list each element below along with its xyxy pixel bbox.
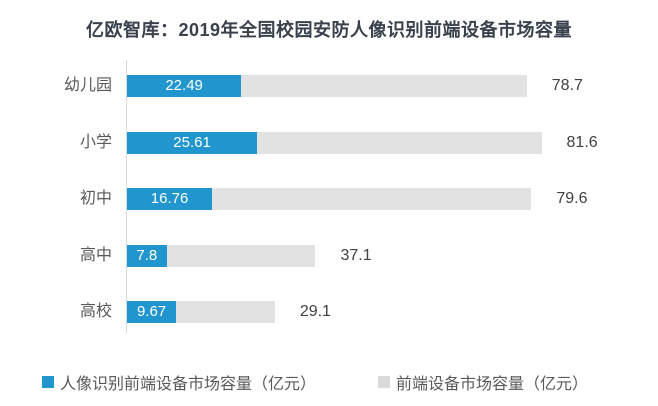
gray-bar bbox=[127, 188, 532, 210]
gray-bar-value-label: 81.6 bbox=[566, 133, 598, 151]
gray-bar-value-label: 29.1 bbox=[299, 303, 331, 320]
legend-item-frontend-devices: 前端设备市场容量（亿元） bbox=[378, 370, 588, 394]
gray-bar-value-label: 78.7 bbox=[551, 77, 583, 94]
blue-bar: 16.76 bbox=[127, 188, 213, 210]
legend-label-face-recognition: 人像识别前端设备市场容量（亿元） bbox=[60, 376, 317, 393]
chart-row-4: 高中 7.8 37.1 bbox=[0, 244, 658, 267]
category-label: 高校 bbox=[79, 303, 112, 320]
category-label: 幼儿园 bbox=[63, 77, 112, 94]
gray-bar bbox=[127, 244, 316, 267]
legend-swatch-gray-icon bbox=[378, 376, 391, 388]
blue-bar: 22.49 bbox=[127, 75, 242, 97]
chart-row-2: 小学 25.61 81.6 bbox=[0, 131, 658, 154]
chart-row-5: 高校 9.67 29.1 bbox=[0, 301, 658, 323]
chart-title: 亿欧智库：2019年全国校园安防人像识别前端设备市场容量 bbox=[85, 20, 573, 40]
y-axis-line bbox=[126, 60, 127, 333]
category-label: 小学 bbox=[79, 133, 112, 151]
blue-bar: 7.8 bbox=[127, 244, 167, 267]
legend-swatch-blue-icon bbox=[42, 376, 54, 388]
legend-label-frontend-devices: 前端设备市场容量（亿元） bbox=[396, 376, 589, 393]
chart-row-3: 初中 16.76 79.6 bbox=[0, 188, 658, 210]
blue-bar: 9.67 bbox=[127, 301, 177, 323]
blue-bar: 25.61 bbox=[127, 131, 258, 154]
legend-item-face-recognition: 人像识别前端设备市场容量（亿元） bbox=[42, 370, 316, 394]
category-label: 初中 bbox=[79, 190, 112, 207]
legend: 人像识别前端设备市场容量（亿元） 前端设备市场容量（亿元） bbox=[42, 370, 588, 394]
category-label: 高中 bbox=[79, 246, 112, 264]
gray-bar-value-label: 37.1 bbox=[340, 246, 372, 264]
gray-bar-value-label: 79.6 bbox=[556, 190, 588, 207]
chart-row-1: 幼儿园 22.49 78.7 bbox=[0, 75, 658, 97]
